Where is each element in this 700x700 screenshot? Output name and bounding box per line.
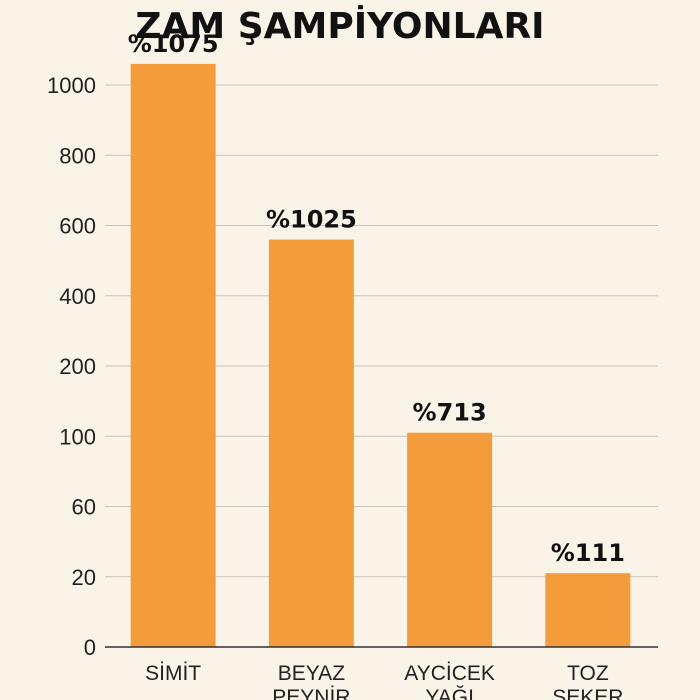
y-tick-label: 60 bbox=[72, 495, 96, 520]
x-tick-label: SİMİT bbox=[145, 662, 201, 685]
data-label: %713 bbox=[413, 399, 487, 427]
y-tick-label: 20 bbox=[72, 565, 96, 590]
y-tick-label: 800 bbox=[59, 143, 96, 168]
y-tick-label: 200 bbox=[59, 354, 96, 379]
y-tick-label: 400 bbox=[59, 284, 96, 309]
bars bbox=[130, 63, 631, 648]
y-tick-label: 100 bbox=[59, 424, 96, 449]
x-axis-ticks: SİMİT BEYAZ PEYNİR AYCİCEK YAĞI TOZ ŞEKER bbox=[145, 662, 623, 700]
data-label: %1025 bbox=[266, 206, 357, 234]
data-labels: %1075 %1025 %713 %111 bbox=[128, 30, 625, 567]
x-tick-label: AYCİCEK YAĞI bbox=[404, 662, 495, 700]
data-label: %1075 bbox=[128, 30, 219, 58]
bar bbox=[268, 239, 354, 648]
bar bbox=[407, 432, 493, 647]
y-tick-label: 1000 bbox=[47, 73, 96, 98]
x-tick-label: TOZ ŞEKER bbox=[552, 662, 623, 700]
y-axis-ticks: 0 20 60 100 200 400 600 800 1000 bbox=[47, 73, 96, 660]
bar bbox=[130, 63, 216, 648]
y-tick-label: 0 bbox=[84, 635, 96, 660]
chart-title: ZAM ŞAMPİYONLARI bbox=[135, 5, 544, 47]
bar bbox=[545, 573, 631, 647]
data-label: %111 bbox=[551, 539, 625, 567]
y-tick-label: 600 bbox=[59, 214, 96, 239]
x-tick-label: BEYAZ PEYNİR bbox=[272, 662, 350, 700]
